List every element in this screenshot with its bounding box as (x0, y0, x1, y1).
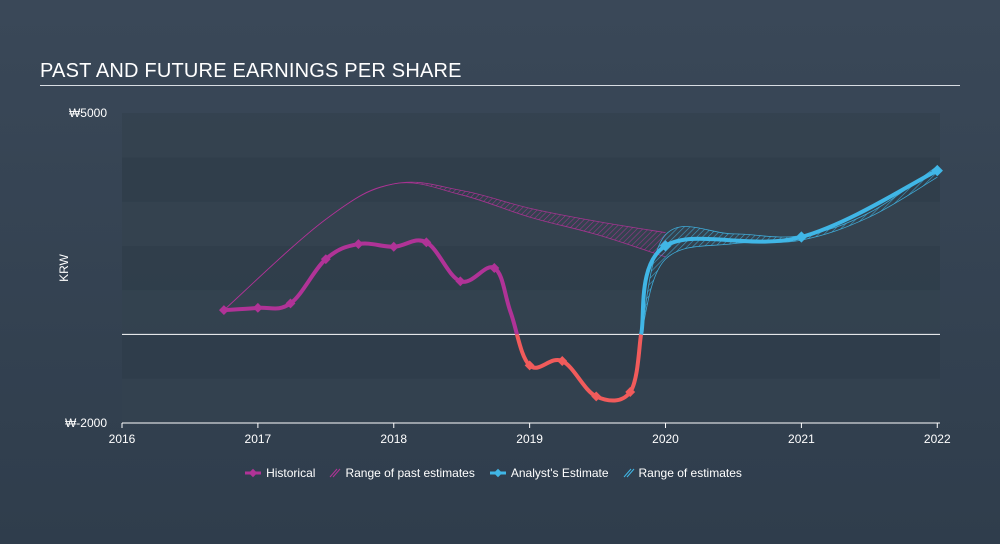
historical-point (252, 302, 263, 313)
historical-point (489, 263, 500, 273)
estimate-point (659, 240, 672, 252)
historical-point (557, 356, 568, 366)
x-tick-label: 2016 (109, 432, 136, 446)
x-tick-label: 2018 (380, 432, 407, 446)
estimate-point (795, 231, 808, 243)
historical-point (524, 360, 535, 371)
legend-historical[interactable]: Historical (244, 466, 315, 480)
y-tick-label: ₩-2000 (65, 416, 107, 430)
historical-point (591, 391, 602, 402)
legend-range-estimates-swatch (623, 468, 634, 478)
legend-range-estimates-label: Range of estimates (638, 466, 742, 480)
historical-point (353, 239, 364, 250)
y-axis-label: KRW (57, 253, 71, 281)
legend-range-estimates[interactable]: Range of estimates (623, 466, 742, 480)
grid-band (122, 334, 940, 379)
chart-title: PAST AND FUTURE EARNINGS PER SHARE (40, 60, 462, 82)
legend-past-estimates-label: Range of past estimates (345, 466, 475, 480)
grid-bands (122, 113, 940, 423)
estimate-point (931, 164, 943, 177)
x-tick-label: 2019 (516, 432, 543, 446)
grid-band (122, 113, 940, 158)
title-divider (40, 85, 960, 86)
historical-point (421, 237, 432, 248)
historical-point (455, 276, 466, 287)
grid-band (122, 378, 940, 423)
historical-line-negative (514, 334, 644, 403)
grid-band (122, 290, 940, 335)
legend-past-estimates[interactable]: Range of past estimates (329, 466, 475, 480)
legend-analyst-estimate[interactable]: Analyst's Estimate (489, 466, 609, 480)
historical-point (285, 298, 296, 309)
x-tick-label: 2017 (245, 432, 272, 446)
chart-legend: Historical Range of past estimates Analy… (0, 466, 1000, 480)
grid-band (122, 157, 940, 202)
axes: 2016 2017 2018 2019 2020 2021 2022 ₩5000 ₩-2000 K… (57, 106, 951, 446)
legend-analyst-estimate-label: Analyst's Estimate (510, 466, 609, 480)
series-markers (218, 164, 943, 402)
range-area (223, 182, 666, 311)
legend-historical-label: Historical (266, 466, 316, 480)
estimate-line (639, 168, 939, 335)
historical-point (218, 305, 229, 316)
y-tick-label: ₩5000 (69, 106, 107, 120)
legend-historical-swatch (245, 468, 262, 478)
range-lower-edge (223, 182, 666, 311)
x-tick-label: 2021 (788, 432, 815, 446)
legend-analyst-estimate-swatch (489, 468, 506, 478)
grid-band (122, 245, 940, 291)
legend-past-estimates-swatch (330, 468, 341, 478)
x-tick-label: 2022 (924, 432, 951, 446)
historical-point (625, 387, 636, 397)
historical-point (388, 241, 399, 252)
x-tick-label: 2020 (652, 432, 679, 446)
